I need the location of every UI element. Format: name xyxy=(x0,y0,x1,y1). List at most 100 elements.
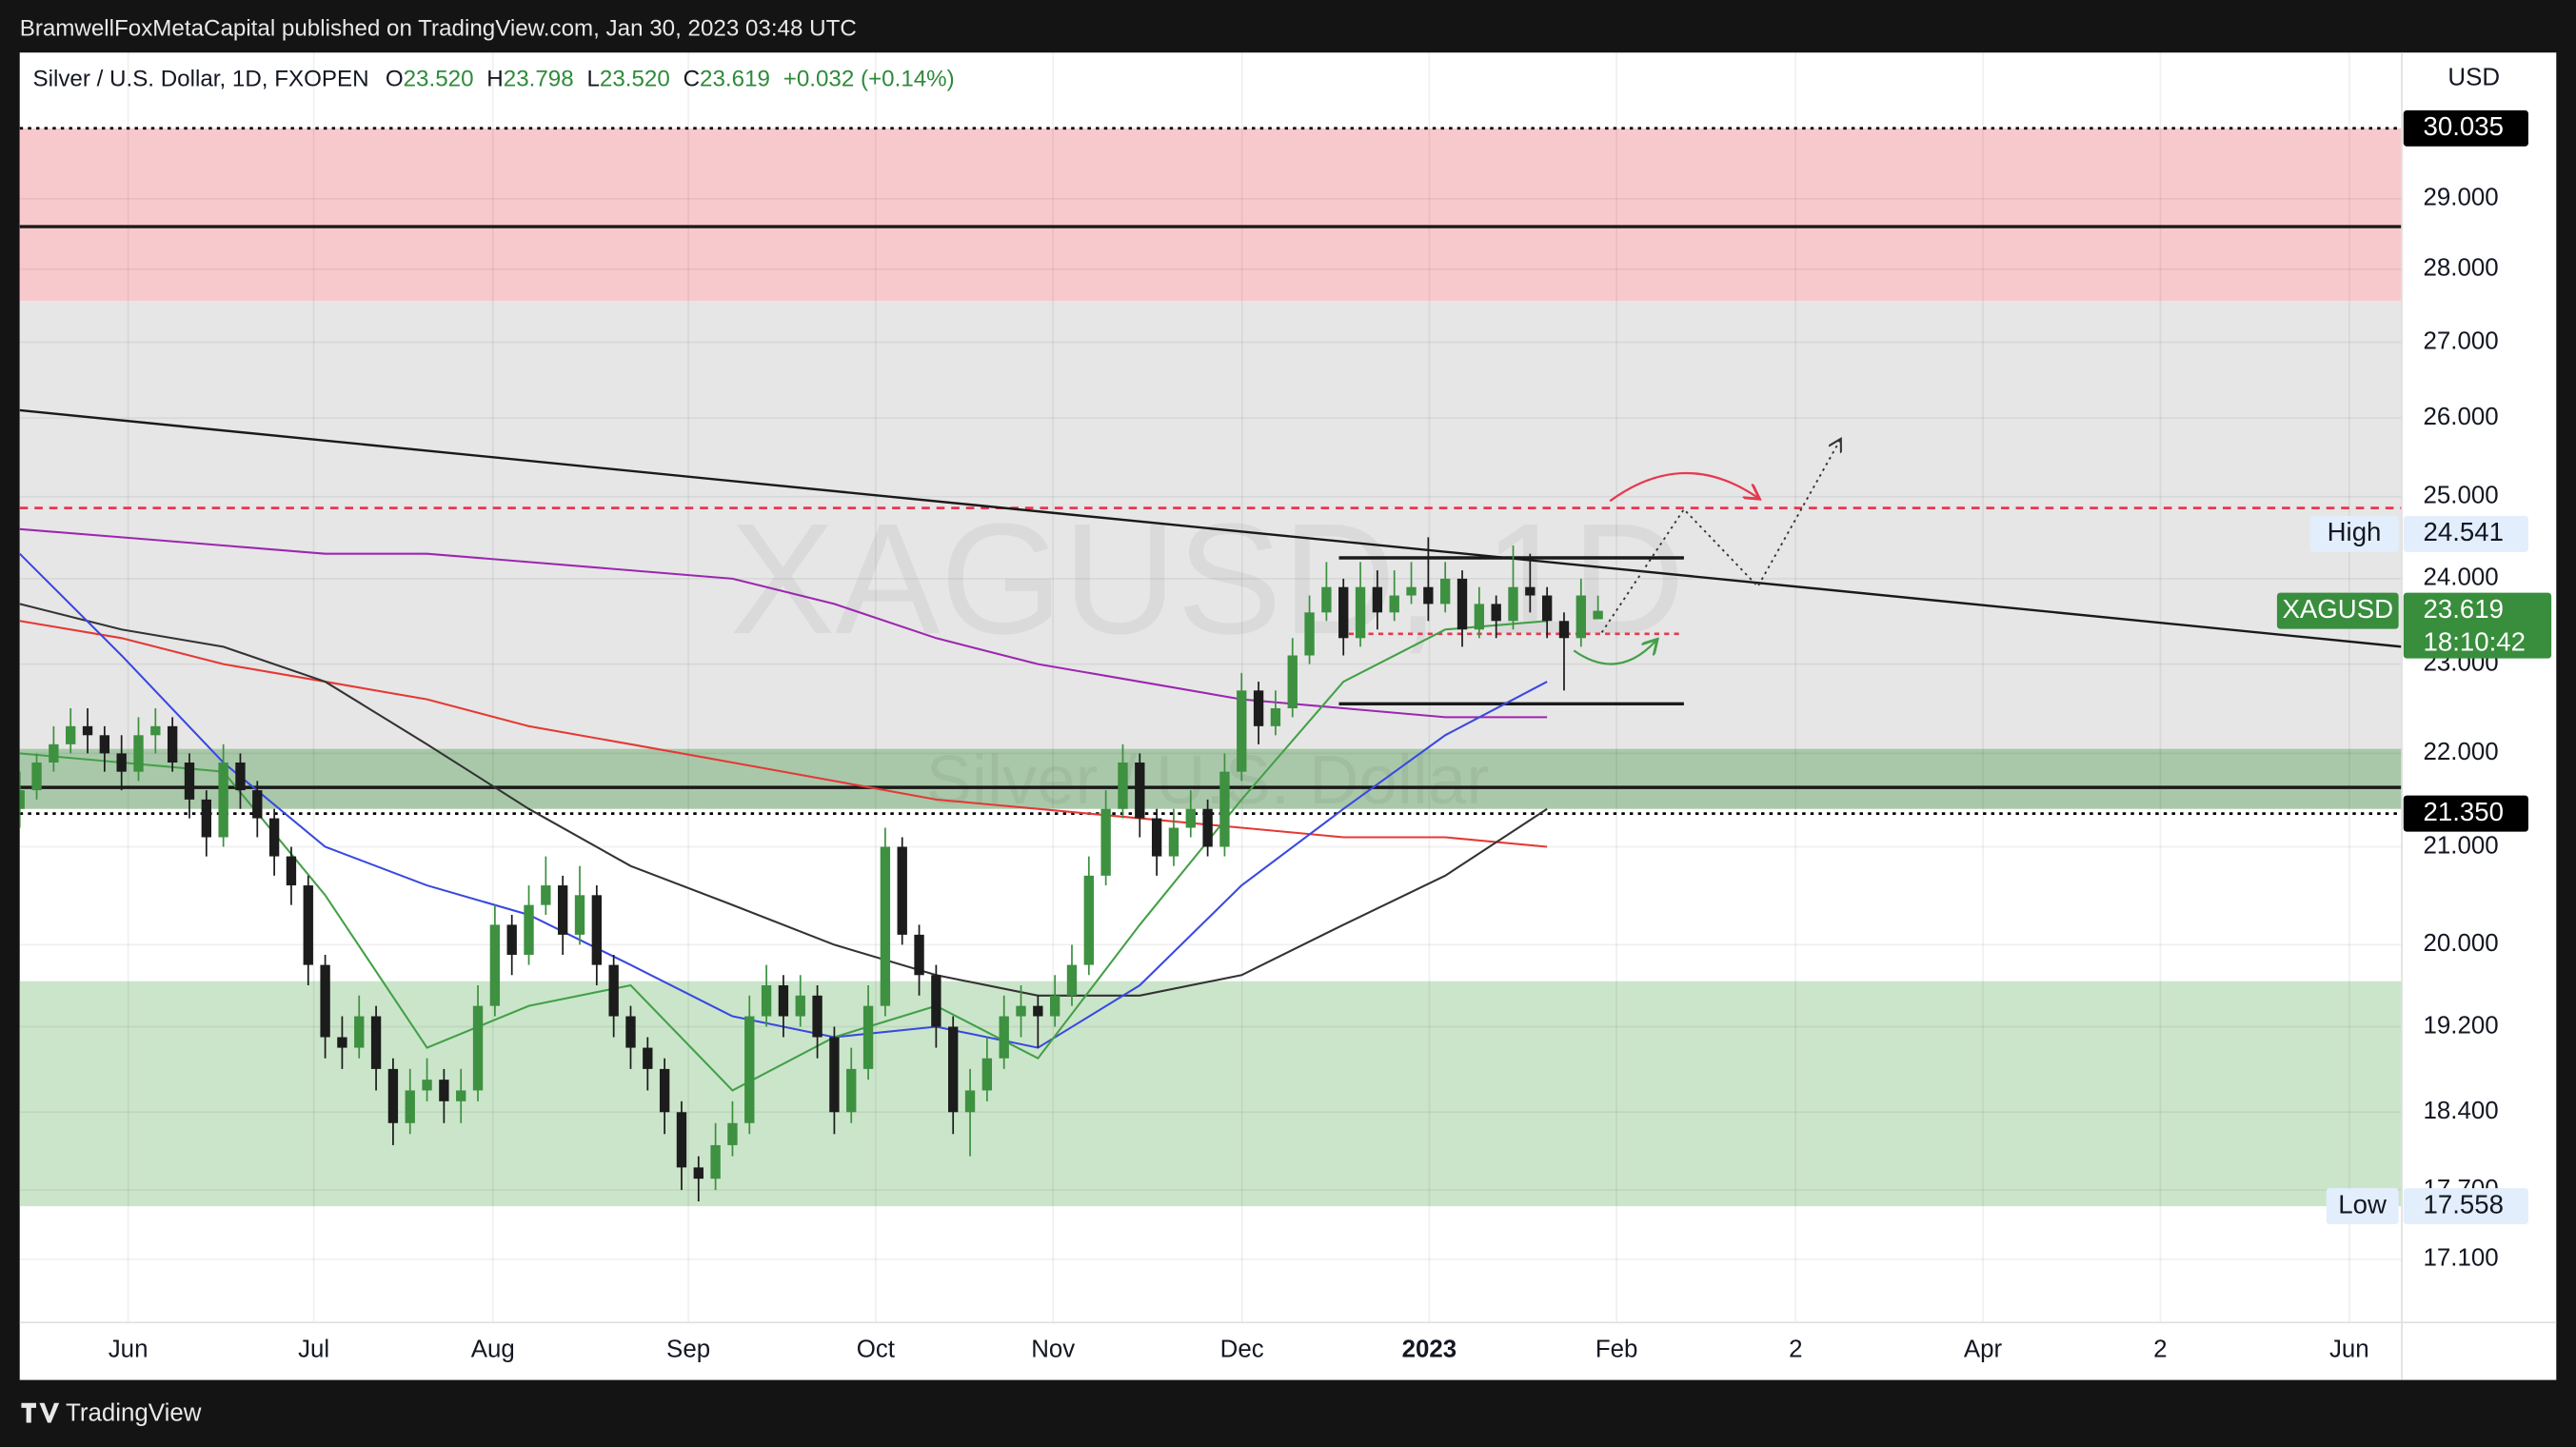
candle-body xyxy=(541,885,551,905)
badge-name-box xyxy=(2326,1188,2399,1225)
y-tick-label: 21.000 xyxy=(2424,832,2499,859)
candle-body xyxy=(659,1068,670,1113)
publisher: BramwellFoxMetaCapital published on Trad… xyxy=(20,15,857,41)
candle-body xyxy=(1525,586,1536,596)
price-badge-value: 23.619 xyxy=(2424,594,2504,624)
candle-body xyxy=(1474,604,1485,630)
candle-body xyxy=(167,725,178,763)
candle-body xyxy=(489,924,501,1006)
price-badge-value: 17.558 xyxy=(2424,1189,2504,1219)
candle-body xyxy=(761,985,772,1017)
candle-body xyxy=(524,904,534,955)
candle-body xyxy=(948,1026,959,1113)
candle-body xyxy=(693,1167,703,1179)
ohlc-key: O xyxy=(386,67,404,92)
y-tick-label: 24.000 xyxy=(2424,565,2499,591)
countdown: 18:10:42 xyxy=(2424,626,2526,656)
candles xyxy=(19,537,1603,1202)
badge-name: Low xyxy=(2338,1189,2387,1219)
grid xyxy=(19,52,2403,1323)
candle-body xyxy=(150,725,161,736)
candle-body xyxy=(1456,578,1468,630)
candle-body xyxy=(880,846,891,1006)
ohlc-value: 23.520 xyxy=(404,67,474,92)
candle-body xyxy=(1118,762,1128,809)
candle-body xyxy=(1100,808,1111,876)
zones xyxy=(19,128,2403,1207)
candle-body xyxy=(387,1068,399,1123)
candle-body xyxy=(439,1080,449,1101)
candle-body xyxy=(422,1080,432,1091)
candle-body xyxy=(252,790,263,819)
candle-body xyxy=(574,895,585,935)
candle-body xyxy=(354,1016,365,1048)
candle-body xyxy=(744,1016,755,1123)
candle-body xyxy=(1593,610,1603,620)
candle-body xyxy=(405,1090,415,1123)
y-tick-label: 19.200 xyxy=(2424,1012,2499,1039)
candle-body xyxy=(456,1090,466,1101)
candle-body xyxy=(1168,827,1179,857)
projection-drawings xyxy=(1573,440,1840,665)
candle-body xyxy=(370,1016,382,1069)
candle-body xyxy=(1541,595,1553,622)
x-tick-label: Apr xyxy=(1964,1336,2003,1362)
candle-body xyxy=(1508,586,1518,622)
candle-body xyxy=(472,1005,484,1091)
candle-body xyxy=(184,762,195,800)
watermark: XAGUSD, 1D xyxy=(730,491,1685,667)
candle-body xyxy=(133,735,144,772)
candle-body xyxy=(49,743,59,763)
candle-body xyxy=(1253,690,1264,726)
candle-body xyxy=(999,1016,1009,1059)
candle-body xyxy=(19,790,25,809)
zone xyxy=(19,128,2403,302)
x-tick-label: 2 xyxy=(1789,1336,1802,1362)
candle-body xyxy=(795,995,805,1017)
candle-body xyxy=(116,753,127,772)
candle-body xyxy=(1558,621,1570,639)
candle-body xyxy=(625,1016,636,1048)
ohlc-value: 23.619 xyxy=(700,67,770,92)
badge-name: XAGUSD xyxy=(2282,594,2393,624)
ohlc-value: 23.798 xyxy=(504,67,574,92)
candle-body xyxy=(286,856,297,886)
candle-body xyxy=(1049,995,1060,1017)
candle-body xyxy=(82,725,93,736)
trendline xyxy=(19,408,2403,648)
price-badge xyxy=(2403,592,2552,659)
candle-body xyxy=(337,1037,347,1048)
brand-logo xyxy=(21,1402,60,1423)
candle-body xyxy=(1575,595,1586,639)
candle-body xyxy=(1304,612,1315,656)
zone xyxy=(19,301,2403,749)
symbol-title: Silver / U.S. Dollar, 1D, FXOPEN xyxy=(33,67,369,92)
candle-body xyxy=(268,818,280,857)
price-badge xyxy=(2403,109,2528,147)
price-badge xyxy=(2403,795,2528,832)
time-axis: Jun Jul Aug Sep Oct Nov Dec 2023 Feb 2 Apr 2 Jun xyxy=(109,1336,2369,1362)
badge-name: High xyxy=(2328,517,2382,546)
candle-body xyxy=(1033,1005,1043,1017)
candle-body xyxy=(846,1068,857,1113)
candle-body xyxy=(1219,771,1230,847)
candle-body xyxy=(1389,595,1399,613)
candle-body xyxy=(591,895,603,965)
y-tick-label: 29.000 xyxy=(2424,185,2499,211)
change: +0.032 (+0.14%) xyxy=(783,67,955,92)
candle-body xyxy=(66,725,76,744)
candle-body xyxy=(1185,808,1196,828)
moving-average xyxy=(19,603,1548,997)
x-tick-label: Jul xyxy=(298,1336,329,1362)
candle-body xyxy=(710,1144,721,1179)
candle-body xyxy=(812,995,822,1038)
legend: Silver / U.S. Dollar, 1D, FXOPEN O23.520 H… xyxy=(33,67,955,92)
projection-path xyxy=(1600,440,1840,633)
x-tick-label: Feb xyxy=(1595,1336,1638,1362)
price-badge-value: 30.035 xyxy=(2424,111,2504,141)
x-tick-label: Jun xyxy=(109,1336,149,1362)
candle-body xyxy=(1202,808,1213,847)
candle-body xyxy=(1016,1005,1026,1017)
